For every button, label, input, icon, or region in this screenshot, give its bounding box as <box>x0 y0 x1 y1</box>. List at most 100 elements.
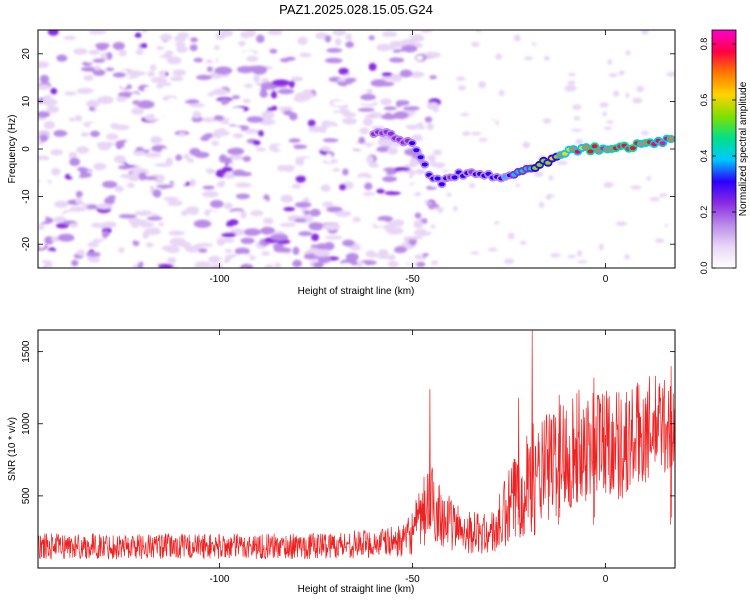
spectrogram-noise-cell <box>502 253 513 257</box>
spectrogram-noise-cell <box>63 211 78 220</box>
spectrogram-noise-cell <box>90 183 98 189</box>
spectrogram-noise-cell <box>128 173 141 182</box>
spectrogram-noise-cell <box>481 52 488 56</box>
spectrogram-noise-cell <box>194 261 211 268</box>
spectrogram-noise-cell <box>321 184 331 192</box>
spectrogram-noise-cell <box>527 241 536 248</box>
signal-track-cell <box>451 175 458 180</box>
spectrogram-noise-cell <box>240 210 247 219</box>
spectrogram-noise-cell <box>43 120 56 130</box>
spectrogram-noise-cell <box>368 195 381 199</box>
spectrogram-noise-cell <box>118 49 128 57</box>
spectrogram-noise-cell <box>148 44 157 49</box>
spectrogram-noise-cell <box>382 176 398 183</box>
spectrogram-noise-cell <box>195 141 210 147</box>
spectrogram-noise-cell <box>638 218 646 222</box>
spectrogram-noise-cell <box>158 222 165 227</box>
spectrogram-noise-cell <box>88 49 101 55</box>
spectrogram-noise-cell <box>86 227 99 234</box>
spectrogram-noise-cell <box>165 246 180 254</box>
spectrogram-noise-cell <box>315 79 327 85</box>
snr-y-axis: 500 1000 1500 <box>21 340 675 504</box>
spectrogram-noise-cell <box>670 151 675 157</box>
spectrogram-noise-cell <box>94 124 111 130</box>
spectrogram-noise-cell <box>625 92 630 98</box>
spectrogram-noise-cell <box>163 196 179 201</box>
spectrogram-noise-cell <box>172 69 187 76</box>
spectrogram-noise-cell <box>279 222 297 227</box>
spectrogram-noise-cell <box>243 228 262 236</box>
spectrogram-noise-cell <box>314 180 322 188</box>
spectrogram-noise-cell <box>288 179 297 185</box>
spectrogram-noise-cell <box>173 179 187 186</box>
spectrogram-noise-cell <box>270 90 278 99</box>
spectrogram-noise-cell <box>235 182 252 188</box>
spectrogram-noise-cell <box>192 111 202 119</box>
spectrogram-noise-cell <box>255 34 265 43</box>
spectrogram-noise-cell <box>572 104 582 110</box>
tick-label: -100 <box>209 274 229 285</box>
spectrogram-noise-cell <box>224 126 242 133</box>
spectrogram-noise-cell <box>285 56 296 61</box>
spectrogram-noise-cell <box>75 197 82 204</box>
spectrogram-noise-cell <box>607 59 613 65</box>
spectrogram-noise-cell <box>246 116 264 123</box>
spectrogram-noise-cell <box>407 235 423 240</box>
spectrogram-noise-cell <box>243 50 255 56</box>
tick-label: 0.4 <box>699 150 709 163</box>
spectrogram-noise-cell <box>663 171 674 179</box>
spectrogram-noise-cell <box>279 175 294 181</box>
spectrogram-noise-cell <box>374 220 387 225</box>
spectrogram-noise-cell <box>69 169 81 178</box>
spectrogram-noise-cell <box>615 221 627 226</box>
spectrogram-noise-cell <box>350 96 364 105</box>
spectrogram-noise-cell <box>143 176 158 181</box>
spectrogram-noise-cell <box>146 216 163 221</box>
spectrogram-noise-cell <box>229 257 243 266</box>
spectrogram-noise-cell <box>530 30 536 35</box>
spectrogram-noise-cell <box>240 237 255 244</box>
spectrogram-noise-cell <box>261 111 275 119</box>
spectrogram-noise-cell <box>266 36 280 42</box>
spectrogram-noise-cell <box>51 236 60 243</box>
spectrogram-noise-cell <box>183 153 190 160</box>
spectrogram-noise-cell <box>308 196 326 202</box>
spectrogram-noise-cell <box>73 230 85 239</box>
spectrogram-noise-cell <box>181 210 189 217</box>
spectrogram-noise-cell <box>272 148 280 153</box>
spectrogram-noise-cell <box>326 206 343 213</box>
tick-label: 0.8 <box>699 38 709 51</box>
spectrogram-noise-cell <box>227 144 235 148</box>
spectrogram-noise-cell <box>416 55 424 61</box>
spectrogram-noise-cell <box>141 191 152 198</box>
spectrogram-noise-cell <box>427 217 432 225</box>
spectrogram-noise-cell <box>116 242 127 248</box>
spectrogram-noise-cell <box>293 167 304 172</box>
spectrogram-noise-cell <box>432 149 443 156</box>
spectrogram-noise-cell <box>309 154 326 163</box>
spectrogram-x-axis: -100 -50 0 <box>209 30 609 285</box>
spectrogram-noise-cell <box>433 162 446 169</box>
spectrogram-noise-cell <box>134 32 142 39</box>
spectrogram-noise-cell <box>396 171 411 180</box>
spectrogram-noise-cell <box>529 96 539 101</box>
spectrogram-noise-cell <box>655 238 665 243</box>
spectrogram-noise-cell <box>210 200 224 208</box>
spectrogram-noise-cell <box>39 74 50 84</box>
spectrogram-noise-cell <box>271 178 282 184</box>
spectrogram-noise-cell <box>307 119 316 128</box>
spectrogram-noise-cell <box>235 193 250 200</box>
spectrogram-noise-cell <box>83 219 95 225</box>
spectrogram-noise-cell <box>180 93 190 101</box>
spectrogram-noise-cell <box>142 264 159 268</box>
spectrogram-noise-cell <box>363 192 376 197</box>
spectrogram-noise-cell <box>139 219 148 228</box>
spectrogram-noise-cell <box>636 85 644 93</box>
spectrogram-noise-cell <box>251 65 268 74</box>
spectrogram-noise-cell <box>105 67 115 72</box>
spectrogram-noise-cell <box>154 112 164 120</box>
spectrogram-noise-cell <box>332 101 346 106</box>
spectrogram-noise-cell <box>80 132 89 137</box>
spectrogram-noise-cell <box>174 42 186 47</box>
spectrogram-noise-cell <box>308 221 324 231</box>
